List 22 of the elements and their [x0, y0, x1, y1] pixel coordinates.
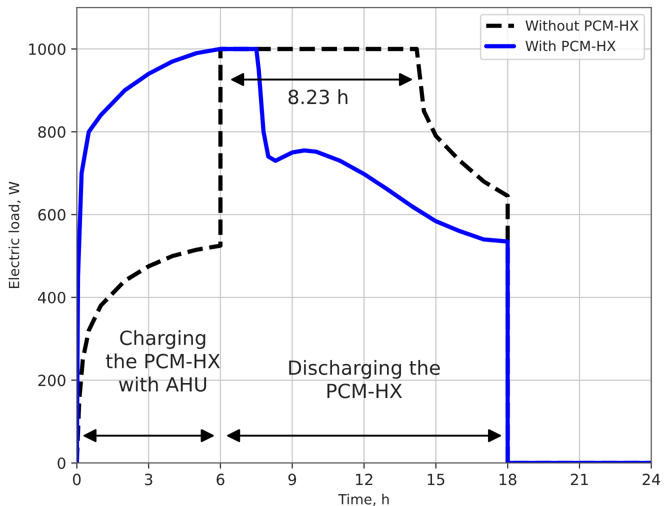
y-tick-label: 1000 [29, 43, 66, 56]
annotation: 8.23 h [288, 89, 348, 104]
x-tick-label: 12 [356, 474, 372, 486]
y-tick-label: 400 [38, 292, 66, 304]
y-tick-label: 200 [38, 374, 66, 386]
x-tick-label: 18 [500, 474, 516, 486]
annotation: Charging the PCM-HX with AHU [106, 330, 220, 392]
x-tick-label: 0 [72, 474, 81, 486]
x-tick-label: 15 [428, 474, 444, 486]
x-tick-label: 3 [144, 474, 152, 486]
annotation: Discharging the PCM-HX [289, 360, 440, 398]
legend-label: With PCM-HX [526, 40, 616, 52]
y-tick-label: 800 [38, 126, 66, 138]
x-tick-label: 24 [642, 474, 660, 486]
x-tick-label: 6 [216, 474, 224, 486]
y-tick-label: 600 [38, 209, 66, 221]
legend-label: Without PCM-HX [526, 20, 638, 31]
x-tick-label: 9 [288, 474, 296, 486]
x-axis-title: Time, h [338, 494, 389, 506]
x-tick-label: 21 [570, 474, 588, 486]
y-tick-label: 0 [58, 457, 66, 470]
y-axis-title: Electric load, W [8, 182, 21, 288]
